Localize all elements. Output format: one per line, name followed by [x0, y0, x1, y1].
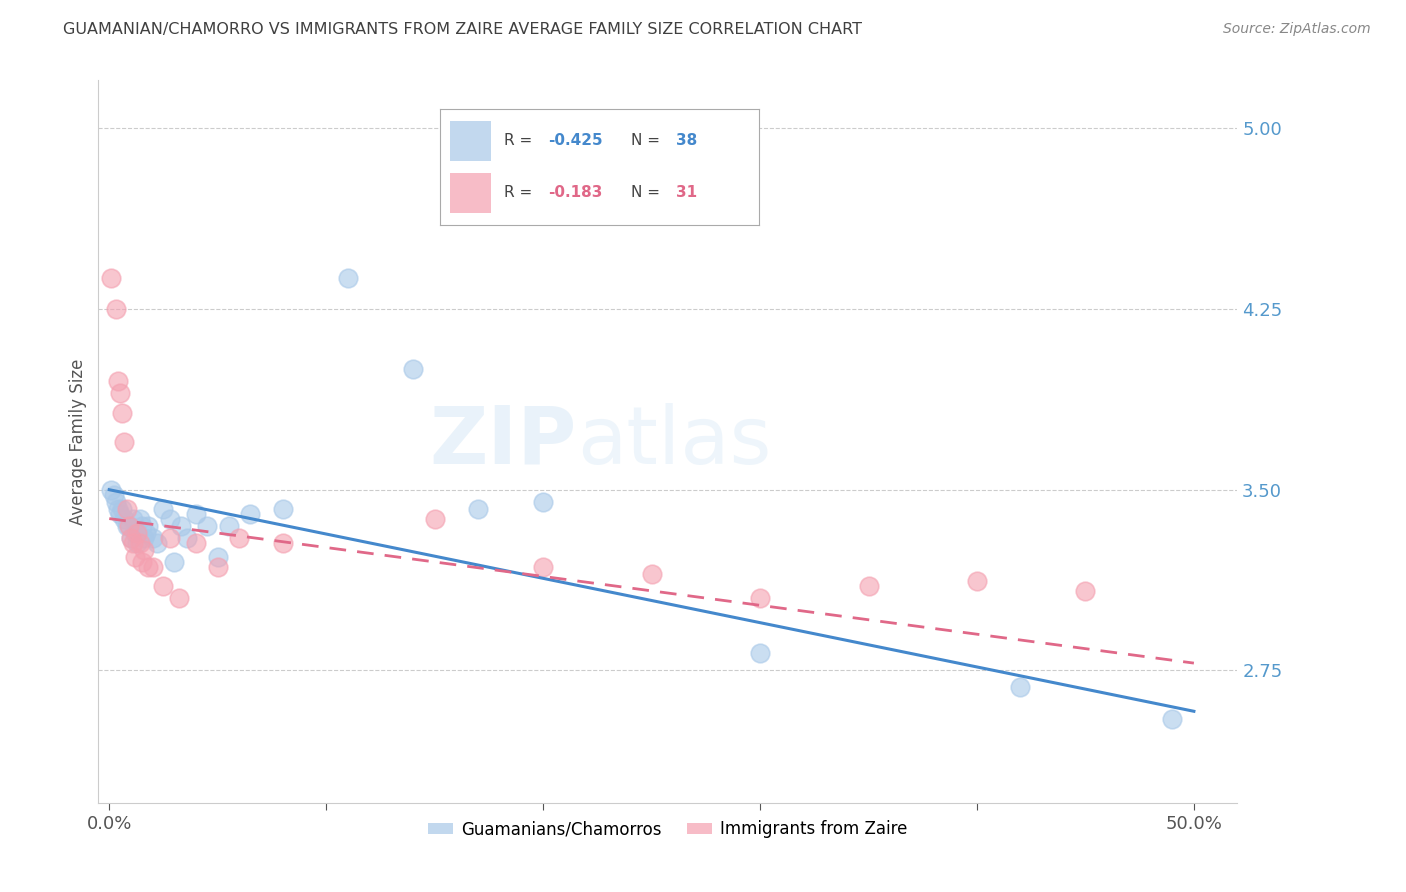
Point [111, 502, 134, 516]
Point [124, 526, 146, 541]
Point [1074, 583, 1097, 598]
Point [228, 531, 250, 545]
Point [749, 591, 772, 606]
Point [423, 511, 446, 525]
Point [239, 507, 262, 521]
Point [142, 559, 165, 574]
Point [127, 535, 149, 549]
Point [207, 559, 229, 574]
Point [104, 301, 127, 317]
Point [207, 550, 229, 565]
Point [167, 591, 190, 606]
Point [163, 555, 186, 569]
Point [176, 531, 198, 545]
Point [135, 526, 157, 541]
Point [136, 519, 159, 533]
Point [184, 535, 207, 549]
Point [136, 559, 159, 574]
Point [152, 502, 174, 516]
Point [122, 511, 145, 525]
Point [336, 270, 359, 285]
Point [531, 494, 554, 508]
Point [127, 526, 149, 541]
Point [531, 559, 554, 574]
Text: ZIP: ZIP [429, 402, 576, 481]
Point [132, 542, 155, 557]
Point [118, 519, 141, 533]
Point [103, 487, 125, 501]
Point [132, 531, 155, 545]
Point [122, 535, 145, 549]
Point [100, 483, 122, 497]
Point [467, 502, 489, 516]
Point [118, 519, 141, 533]
Point [142, 531, 165, 545]
Point [184, 507, 207, 521]
Point [128, 535, 150, 549]
Point [107, 502, 129, 516]
Point [640, 567, 662, 582]
Point [170, 519, 193, 533]
Point [108, 386, 131, 401]
Text: atlas: atlas [576, 402, 770, 481]
Y-axis label: Average Family Size: Average Family Size [69, 359, 87, 524]
Text: GUAMANIAN/CHAMORRO VS IMMIGRANTS FROM ZAIRE AVERAGE FAMILY SIZE CORRELATION CHAR: GUAMANIAN/CHAMORRO VS IMMIGRANTS FROM ZA… [63, 22, 862, 37]
Point [115, 502, 138, 516]
Point [131, 519, 153, 533]
Text: Source: ZipAtlas.com: Source: ZipAtlas.com [1223, 22, 1371, 37]
Point [1010, 680, 1032, 694]
Point [107, 374, 129, 388]
Point [966, 574, 988, 589]
Point [858, 579, 880, 593]
Point [124, 550, 146, 565]
Point [159, 531, 181, 545]
Point [195, 519, 218, 533]
Point [218, 519, 240, 533]
Point [749, 647, 772, 661]
Point [1161, 712, 1184, 726]
Point [120, 531, 142, 545]
Point [159, 511, 181, 525]
Point [114, 511, 136, 525]
Point [402, 362, 425, 376]
Point [108, 507, 131, 521]
Point [128, 511, 150, 525]
Point [120, 531, 142, 545]
Point [104, 494, 127, 508]
Point [111, 406, 134, 420]
Point [131, 555, 153, 569]
Point [100, 270, 122, 285]
Point [146, 535, 169, 549]
Legend: Guamanians/Chamorros, Immigrants from Zaire: Guamanians/Chamorros, Immigrants from Za… [422, 814, 914, 845]
Point [271, 502, 294, 516]
Point [152, 579, 174, 593]
Point [115, 519, 138, 533]
Point [271, 535, 294, 549]
Point [114, 434, 136, 449]
